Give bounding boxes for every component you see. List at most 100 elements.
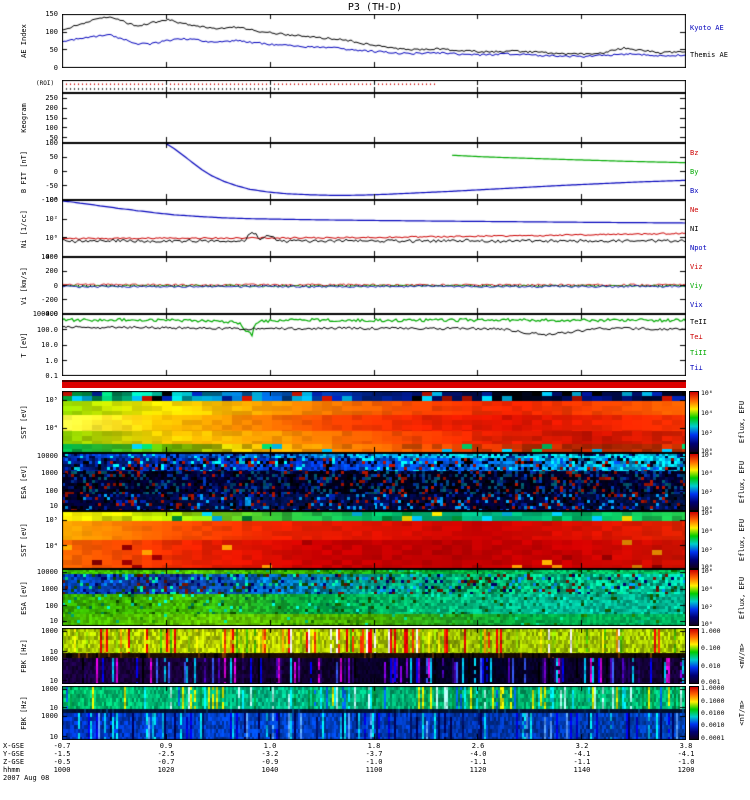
panel-bfit-series-label-Bx: Bx (690, 186, 699, 195)
panel-ni-ytick-0: 10⁴ (45, 196, 58, 204)
panel-esa_e-colorbar (689, 569, 699, 626)
panel-te-series-label-TeII: TeII (690, 317, 707, 326)
panel-bfit-series-label-By: By (690, 167, 699, 176)
panel-fbk_b-canvas (62, 686, 686, 740)
panel-ni-ytick-1: 10² (45, 214, 58, 223)
panel-vi-ytick-1: 200 (45, 267, 58, 276)
panel-ni-series-label-Npot: Npot (690, 243, 707, 252)
panel-roi-canvas (62, 80, 686, 93)
x-axis-row-label-X-GSE: X-GSE (3, 742, 25, 750)
quality-flag-bar (62, 380, 686, 388)
panel-fbk_b-colorbar-tick-0: 1.0000 (701, 684, 725, 693)
x-axis-row-label-Z-GSE: Z-GSE (3, 758, 25, 766)
panel-roi-corner-label: (ROI) (36, 80, 55, 87)
x-axis-value-r0-c4: 2.6 (471, 742, 485, 750)
panel-fbk_e-ytick-1: 10 (49, 647, 58, 656)
x-axis-value-r0-c0: -0.7 (53, 742, 71, 750)
x-axis-value-r2-c5: -1.1 (573, 758, 591, 766)
x-axis-value-r3-c6: 1200 (677, 766, 695, 774)
x-axis-value-r3-c3: 1100 (365, 766, 383, 774)
panel-fbk_e (62, 628, 686, 684)
panel-fbk_b (62, 686, 686, 740)
panel-esa_e-ytick-0: 10000 (36, 567, 58, 576)
panel-bfit-ytick-1: 50 (49, 153, 58, 162)
panel-fbk_e-ytick-0: 1000 (41, 627, 58, 636)
x-axis-value-r1-c5: -4.1 (573, 750, 591, 758)
page-title: P3 (TH-D) (347, 2, 403, 13)
panel-keo (62, 93, 686, 143)
panel-esa_e-colorbar-tick-3: 10⁰ (701, 620, 713, 629)
panel-fbk_e-ytick-3: 10 (49, 676, 58, 685)
x-axis-value-r0-c2: 1.0 (263, 742, 277, 750)
panel-sst_i-colorbar-tick-2: 10² (701, 428, 713, 437)
panel-vi-ytick-2: 0 (53, 281, 58, 290)
panel-esa_i-canvas (62, 453, 686, 511)
panel-fbk_b-ytick-2: 1000 (41, 712, 58, 721)
x-axis-value-r2-c2: -0.9 (261, 758, 279, 766)
panel-sst_e-ytick-0: 10⁵ (45, 515, 58, 524)
panel-ni-canvas (62, 200, 686, 257)
panel-sst_i-ytick-1: 10⁴ (45, 424, 58, 433)
panel-ae-ytick-3: 0 (53, 64, 58, 72)
panel-bfit (62, 143, 686, 200)
x-axis-value-r1-c3: -3.7 (365, 750, 383, 758)
x-axis-value-r0-c5: 3.2 (575, 742, 589, 750)
panel-sst_e (62, 511, 686, 569)
x-axis-value-r1-c6: -4.1 (677, 750, 695, 758)
panel-sst_e-colorbar-tick-2: 10² (701, 545, 713, 554)
x-axis-value-r0-c6: 3.8 (679, 742, 693, 750)
panel-fbk_b-colorbar-tick-1: 0.1000 (701, 696, 725, 705)
panel-ae (62, 14, 686, 68)
panel-fbk_b-colorbar-unit: <nT/m> (738, 700, 746, 726)
panel-sst_e-colorbar-tick-0: 10⁶ (701, 508, 713, 517)
panel-vi-ytick-4: -400 (41, 310, 58, 318)
panel-esa_e-colorbar-tick-1: 10⁴ (701, 584, 713, 593)
panel-vi (62, 257, 686, 314)
x-axis-value-r1-c1: -2.5 (157, 750, 175, 758)
panel-ni-series-label-Ne: Ne (690, 205, 699, 214)
panel-esa_i-colorbar-tick-0: 10⁶ (701, 450, 713, 459)
panel-te-canvas (62, 314, 686, 376)
panel-fbk_b-colorbar-tick-3: 0.0010 (701, 721, 725, 730)
panel-vi-canvas (62, 257, 686, 314)
panel-fbk_e-ytick-2: 1000 (41, 655, 58, 664)
panel-esa_e-colorbar-tick-0: 10⁶ (701, 566, 713, 575)
panel-vi-ytick-0: 400 (45, 253, 58, 261)
panel-esa_e-ytick-2: 100 (45, 602, 58, 611)
panel-vi-series-label-Viy: Viy (690, 281, 703, 290)
panel-fbk_e-colorbar-tick-1: 0.100 (701, 644, 721, 653)
panel-ae-series-label-Themis-AE: Themis AE (690, 50, 728, 59)
panel-fbk_e-colorbar-tick-3: 0.001 (701, 678, 721, 687)
panel-te-ytick-4: 0.1 (45, 372, 58, 380)
panel-te-ytick-0: 1000.0 (32, 310, 58, 318)
panel-esa_i-colorbar-tick-2: 10² (701, 487, 713, 496)
panel-fbk_b-colorbar (689, 686, 699, 740)
x-axis-value-r3-c4: 1120 (469, 766, 487, 774)
panel-esa_i-colorbar-unit: Eflux, EFU (738, 460, 746, 504)
x-axis-value-r1-c2: -3.2 (261, 750, 279, 758)
x-axis-value-r3-c5: 1140 (573, 766, 591, 774)
panel-esa_i-ytick-2: 100 (45, 486, 58, 495)
panel-esa_i-colorbar-tick-1: 10⁴ (701, 469, 713, 478)
x-axis-value-r2-c6: -1.0 (677, 758, 695, 766)
panel-roi (62, 80, 686, 93)
panel-fbk_b-ytick-3: 10 (49, 732, 58, 741)
panel-esa_i-ytick-0: 10000 (36, 451, 58, 460)
panel-esa_i-colorbar-tick-3: 10⁰ (701, 505, 713, 514)
panel-sst_i-ylabel: SST [eV] (20, 405, 28, 439)
panel-vi-ytick-3: -200 (41, 295, 58, 304)
panel-te-series-label-Ti⊥: Ti⊥ (690, 364, 703, 373)
panel-esa_e-colorbar-tick-2: 10² (701, 603, 713, 612)
panel-bfit-canvas (62, 143, 686, 200)
panel-te-ytick-1: 100.0 (36, 325, 58, 334)
panel-sst_e-colorbar-unit: Eflux, EFU (738, 518, 746, 562)
panel-sst_i-colorbar-unit: Eflux, EFU (738, 400, 746, 444)
panel-fbk_e-colorbar (689, 628, 699, 684)
panel-sst_i-colorbar-tick-0: 10⁶ (701, 388, 713, 397)
panel-ni-ytick-2: 10⁰ (45, 234, 58, 243)
x-axis-value-r1-c0: -1.5 (53, 750, 71, 758)
panel-fbk_b-ytick-1: 10 (49, 703, 58, 712)
panel-te-ytick-2: 10.0 (41, 341, 58, 349)
panel-keo-ytick-3: 100 (45, 124, 58, 132)
